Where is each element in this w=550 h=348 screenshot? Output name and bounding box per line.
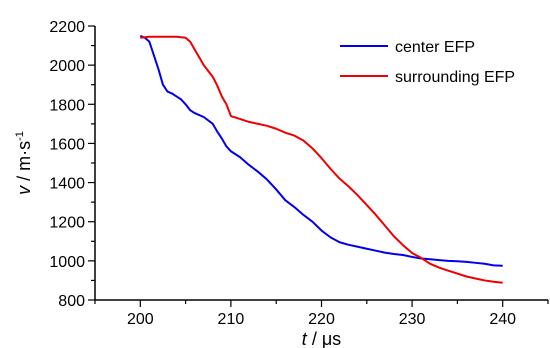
y-tick-label: 2200 [49, 19, 85, 36]
x-axis-label: t / μs [302, 329, 341, 348]
series-line-0 [139, 34, 503, 267]
legend: center EFP surrounding EFP [340, 39, 515, 86]
axes-layer: 200 210 220 230 240 800 1000 1200 1400 1600 1800 20… [49, 19, 549, 328]
x-tick-label: 240 [489, 311, 516, 328]
x-tick-label: 200 [127, 311, 154, 328]
legend-label-1: surrounding EFP [395, 69, 515, 86]
x-tick-label: 220 [308, 311, 335, 328]
y-tick-label: 800 [58, 293, 85, 310]
series-layer [139, 34, 503, 284]
y-tick-label: 1200 [49, 215, 85, 232]
y-axis-label: v / m·s-1 [14, 131, 34, 195]
x-tick-label: 210 [218, 311, 245, 328]
series-line-1 [140, 35, 503, 284]
legend-label-0: center EFP [395, 39, 475, 56]
y-tick-label: 1000 [49, 254, 85, 271]
y-tick-label: 1800 [49, 97, 85, 114]
x-tick-label: 230 [399, 311, 426, 328]
y-tick-label: 2000 [49, 58, 85, 75]
y-tick-label: 1400 [49, 176, 85, 193]
y-tick-label: 1600 [49, 136, 85, 153]
axis-labels: t / μs v / m·s-1 [14, 131, 341, 348]
